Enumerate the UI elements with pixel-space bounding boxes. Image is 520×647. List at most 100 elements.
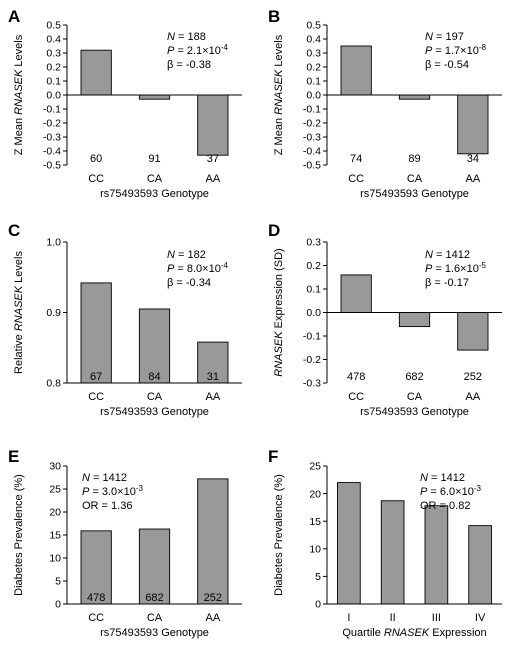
y-tick-label: 20 xyxy=(49,507,61,519)
stat-value: = 2.1×10 xyxy=(174,45,221,57)
stat-value: = 8.0×10 xyxy=(174,263,221,275)
y-tick-label: 20 xyxy=(309,488,321,500)
bar-aa xyxy=(197,94,229,156)
stat-value: β = -0.34 xyxy=(167,277,211,289)
panel-label: A xyxy=(8,7,20,26)
bar-cc xyxy=(80,282,112,384)
bar-aa xyxy=(457,94,489,155)
stat-value: = 1412 xyxy=(433,249,470,261)
y-tick-label: 0.8 xyxy=(46,378,61,390)
y-axis-title: Z Mean RNASEK Levels xyxy=(273,34,285,155)
y-tick-label: 25 xyxy=(49,484,61,496)
y-axis-title: Relative RNASEK Levels xyxy=(13,251,25,374)
stat-line: N = 182 xyxy=(167,249,206,261)
y-title-part: Diabetes Prevalence (%) xyxy=(273,474,285,596)
stat-line: P = 2.1×10-4 xyxy=(167,43,229,58)
y-tick-label: -0.2 xyxy=(303,118,321,130)
stat-line: β = -0.17 xyxy=(425,277,469,289)
sample-count-label: 682 xyxy=(145,592,163,604)
y-axis-title: Z Mean RNASEK Levels xyxy=(13,34,25,155)
stat-line: N = 1412 xyxy=(420,472,465,484)
y-tick-label: -0.4 xyxy=(303,146,321,158)
stat-value: β = -0.54 xyxy=(425,59,469,71)
stat-value: = 182 xyxy=(175,249,206,261)
y-axis-title: RNASEK Expression (SD) xyxy=(273,248,285,376)
stat-line: P = 1.6×10-5 xyxy=(425,261,487,276)
y-tick-label: 0.5 xyxy=(306,20,321,32)
stat-value: = 6.0×10 xyxy=(427,486,474,498)
bar-iii xyxy=(424,505,449,605)
sample-count-label: 67 xyxy=(90,371,102,383)
y-title-part: Z Mean xyxy=(273,115,285,155)
y-tick-label: 15 xyxy=(49,530,61,542)
chart-panel-c: C 1.0 0.9 0.8 CC 67 CA 84 AA 31 rs75493593 Genotyp… xyxy=(8,221,242,418)
y-title-part: Diabetes Prevalence (%) xyxy=(13,474,25,596)
stat-value: = 3.0×10 xyxy=(89,486,136,498)
stat-value: = 1.7×10 xyxy=(432,45,479,57)
stat-exponent: -3 xyxy=(474,484,482,493)
stat-value: OR = 0.82 xyxy=(420,500,470,512)
sample-count-label: 89 xyxy=(408,153,420,165)
y-tick-label: 0.1 xyxy=(306,284,321,296)
stat-line: OR = 0.82 xyxy=(420,500,470,512)
bar-cc xyxy=(80,530,112,605)
sample-count-label: 84 xyxy=(148,371,160,383)
panel-label: F xyxy=(268,447,278,466)
stat-line: β = -0.54 xyxy=(425,59,469,71)
stat-symbol: P xyxy=(425,45,433,57)
x-category-label: CA xyxy=(147,612,163,624)
y-tick-label: 0.0 xyxy=(46,90,61,102)
y-title-part: Expression (SD) xyxy=(273,248,285,331)
stat-exponent: -3 xyxy=(136,484,144,493)
bar-cc xyxy=(340,274,372,313)
panel-label: C xyxy=(8,221,20,240)
chart-panel-e: E 30 25 20 15 10 5 0 CC 478 CA 682 AA 252 rs75493593 G… xyxy=(8,447,242,639)
sample-count-label: 60 xyxy=(90,153,102,165)
y-tick-label: 0.9 xyxy=(46,307,61,319)
y-title-part: Z Mean xyxy=(13,115,25,155)
bar-ca xyxy=(398,94,431,100)
x-category-label: CA xyxy=(147,173,163,185)
stat-value: β = -0.17 xyxy=(425,277,469,289)
x-category-label: AA xyxy=(205,612,220,624)
y-tick-label: 0.4 xyxy=(306,34,321,46)
x-category-label: II xyxy=(390,612,396,624)
y-axis-title: Diabetes Prevalence (%) xyxy=(13,474,25,596)
y-tick-label: 0.2 xyxy=(306,260,321,272)
sample-count-label: 252 xyxy=(464,371,482,383)
bar-ca xyxy=(138,308,171,384)
y-tick-label: 25 xyxy=(309,461,321,473)
y-title-gene: RNASEK xyxy=(273,69,285,115)
y-tick-label: 5 xyxy=(55,576,61,588)
stat-value: = 1412 xyxy=(90,472,127,484)
stat-exponent: -5 xyxy=(479,261,487,270)
bar-ii xyxy=(380,500,405,605)
y-tick-label: 0.0 xyxy=(306,90,321,102)
panel-label: D xyxy=(268,221,280,240)
x-axis-title: rs75493593 Genotype xyxy=(360,406,469,418)
y-tick-label: 0 xyxy=(315,599,321,611)
y-title-gene: RNASEK xyxy=(273,331,285,377)
x-category-label: AA xyxy=(465,391,480,403)
y-tick-label: 0.3 xyxy=(306,237,321,249)
y-tick-label: 1.0 xyxy=(46,237,61,249)
y-tick-label: -0.1 xyxy=(303,331,321,343)
sample-count-label: 682 xyxy=(405,371,423,383)
x-category-label: IV xyxy=(475,612,486,624)
stat-value: = 1.6×10 xyxy=(432,263,479,275)
sample-count-label: 34 xyxy=(467,153,479,165)
stat-value: = 197 xyxy=(433,31,464,43)
stat-line: N = 188 xyxy=(167,31,206,43)
x-category-label: I xyxy=(347,612,350,624)
x-axis-title: rs75493593 Genotype xyxy=(100,627,209,639)
y-tick-label: 0 xyxy=(55,599,61,611)
stat-line: N = 1412 xyxy=(425,249,470,261)
y-tick-label: 10 xyxy=(49,553,61,565)
x-category-label: CC xyxy=(88,391,104,403)
stat-symbol: N xyxy=(425,31,433,43)
sample-count-label: 37 xyxy=(207,153,219,165)
y-tick-label: -0.3 xyxy=(303,378,321,390)
y-tick-label: 5 xyxy=(315,571,321,583)
sample-count-label: 478 xyxy=(347,371,365,383)
